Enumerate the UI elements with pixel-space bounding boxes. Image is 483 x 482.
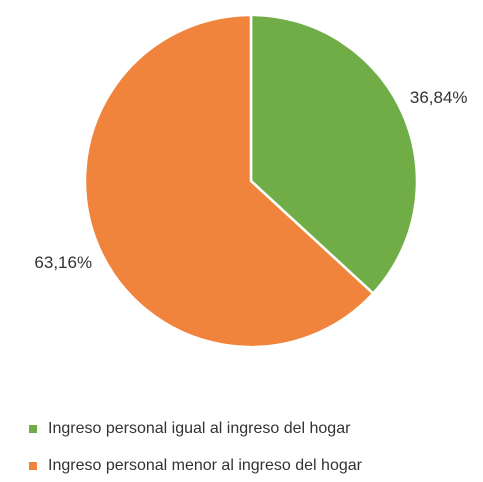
legend-label: Ingreso personal menor al ingreso del ho… <box>48 457 363 474</box>
legend-label: Ingreso personal igual al ingreso del ho… <box>48 420 351 437</box>
data-label: 36,84% <box>410 88 468 107</box>
pie-slice <box>249 13 419 296</box>
pie-slice <box>83 13 375 349</box>
legend-swatch <box>29 425 37 433</box>
data-label: 63,16% <box>34 253 92 272</box>
legend-swatch <box>29 462 37 470</box>
